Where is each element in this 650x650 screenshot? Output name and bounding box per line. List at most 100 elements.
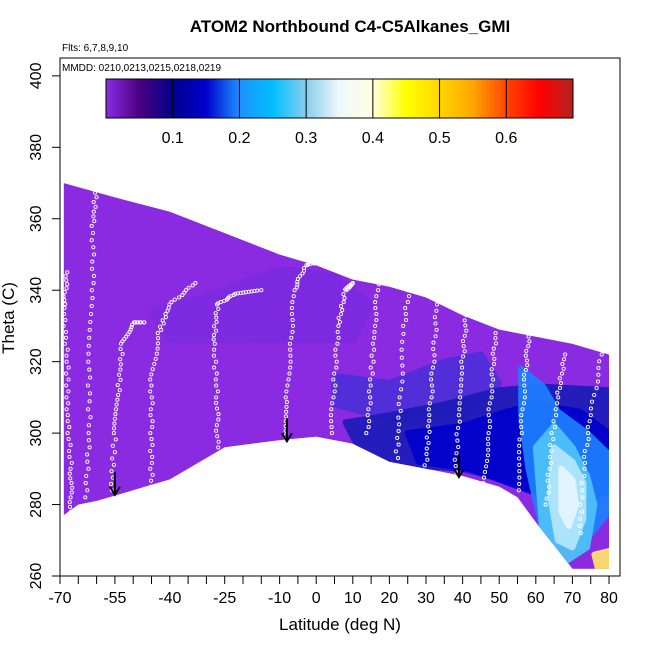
sample-point <box>91 200 96 205</box>
sample-point <box>89 266 95 271</box>
colorbar-tick-label: 0.2 <box>228 130 250 147</box>
sample-point <box>517 481 522 486</box>
y-tick-label: 380 <box>28 134 45 161</box>
sample-point <box>399 387 404 392</box>
sample-point <box>112 450 117 455</box>
sample-point <box>429 395 434 400</box>
sample-point <box>61 294 66 299</box>
sample-point <box>61 323 66 328</box>
sample-point <box>599 352 604 357</box>
sample-point <box>150 425 155 430</box>
sample-point <box>108 481 114 486</box>
sample-point <box>580 488 585 493</box>
sample-point <box>63 302 68 307</box>
sample-point <box>329 431 334 436</box>
sample-point <box>367 419 372 424</box>
sample-point <box>429 383 435 388</box>
x-tick-label: 50 <box>490 590 508 607</box>
sample-point <box>485 458 490 463</box>
sample-point <box>399 347 404 352</box>
x-tick-label: -40 <box>158 590 181 607</box>
sample-point <box>86 359 91 364</box>
sample-point <box>457 401 462 406</box>
sample-point <box>212 347 217 352</box>
sample-point <box>400 379 405 384</box>
sample-point <box>432 315 437 320</box>
colorbar-tick-label: 0.3 <box>295 130 317 147</box>
sample-point <box>89 223 94 228</box>
x-axis: -70 -55 -40 -25 -10 0 10 20 30 40 50 60 70 80 <box>48 576 618 607</box>
sample-point <box>578 502 583 507</box>
sample-point <box>521 401 527 406</box>
sample-point <box>522 389 527 394</box>
sample-point <box>588 406 593 411</box>
sample-point <box>371 359 376 364</box>
sample-point <box>552 425 557 430</box>
sample-point <box>329 419 334 424</box>
sample-point <box>397 422 402 427</box>
down-arrow <box>281 418 293 444</box>
sample-point <box>122 336 127 342</box>
sample-point <box>65 413 70 418</box>
sample-point <box>366 407 371 412</box>
sample-point <box>116 392 121 398</box>
x-axis-label: Latitude (deg N) <box>279 615 401 634</box>
sample-point <box>287 341 292 346</box>
sample-point <box>459 383 464 388</box>
sample-point <box>290 317 295 323</box>
sample-point <box>427 401 432 406</box>
sample-point <box>285 383 290 388</box>
sample-point <box>66 365 71 370</box>
sample-point <box>493 341 499 346</box>
sample-point <box>302 265 307 271</box>
sample-point <box>283 395 288 400</box>
sample-point <box>86 423 91 428</box>
x-tick-label: -70 <box>48 590 71 607</box>
sample-point <box>333 347 338 352</box>
sample-point <box>393 449 398 454</box>
sample-point <box>517 462 522 467</box>
sample-point <box>580 495 585 500</box>
sample-point <box>288 347 293 352</box>
arrows <box>109 418 465 497</box>
sample-point <box>492 356 497 361</box>
sample-point <box>561 366 566 371</box>
sample-point <box>286 377 291 382</box>
sample-point <box>235 291 240 296</box>
sample-point <box>458 395 463 400</box>
sample-point <box>186 285 191 290</box>
sample-point <box>69 509 74 514</box>
sample-point <box>69 481 74 486</box>
sample-point <box>288 365 293 370</box>
sample-point <box>427 418 432 423</box>
sample-point <box>527 339 532 344</box>
sample-point <box>398 408 403 413</box>
x-tick-label: -25 <box>213 590 236 607</box>
sample-point <box>426 407 431 412</box>
sample-point <box>335 329 340 334</box>
sample-point <box>214 328 219 333</box>
sample-point <box>407 282 412 287</box>
sample-point <box>333 353 338 358</box>
sample-point <box>336 315 341 321</box>
sample-point <box>65 419 70 424</box>
sample-point <box>332 389 337 394</box>
sample-point <box>150 367 155 372</box>
sample-point <box>155 331 160 336</box>
sample-point <box>517 437 522 442</box>
sample-point <box>464 328 469 333</box>
sample-point <box>522 395 527 400</box>
sample-point <box>87 367 92 372</box>
sample-point <box>547 454 553 459</box>
x-tick-label: 80 <box>600 590 618 607</box>
sample-point <box>586 437 591 442</box>
sample-point <box>91 273 96 278</box>
sample-point <box>117 388 122 393</box>
sample-point <box>214 359 219 364</box>
sample-point <box>115 383 120 388</box>
sample-point <box>62 306 67 311</box>
sample-point <box>94 180 99 186</box>
flight-track <box>452 313 469 475</box>
sample-point <box>487 419 492 424</box>
